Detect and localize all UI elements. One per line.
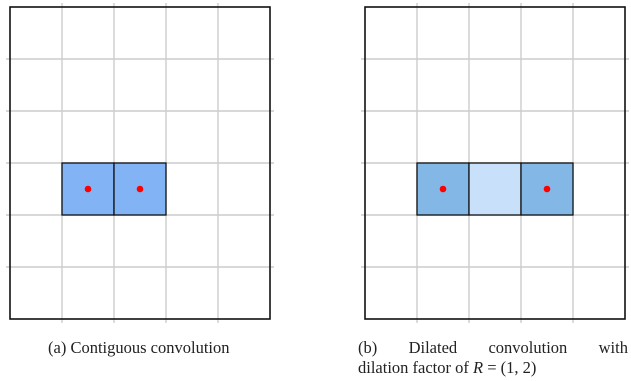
caption-b: (b) Dilated convolution with dilation fa… <box>358 338 628 378</box>
caption-b-prefix: (b) <box>358 338 378 357</box>
caption-b-math-var: R <box>473 358 484 377</box>
panel-b-border <box>364 6 626 320</box>
panel-a-sample-dot <box>136 185 144 193</box>
panel-b-sample-dot <box>439 185 447 193</box>
caption-b-dilation-text: dilation factor of <box>358 358 469 377</box>
caption-a-prefix: (a) <box>48 338 67 357</box>
panel-b-kernel-cell <box>468 162 522 216</box>
caption-b-math-rest: = (1, 2) <box>487 358 537 377</box>
convolution-diagrams <box>6 3 629 323</box>
caption-b-line1: (b) Dilated convolution with <box>358 338 628 358</box>
caption-b-word-convolution: convolution <box>488 338 568 357</box>
panel-a-contiguous-grid <box>6 3 274 323</box>
caption-b-line2: dilation factor of R = (1, 2) <box>358 358 628 378</box>
caption-b-word-with: with <box>598 338 628 357</box>
panel-b-sample-dot <box>543 185 551 193</box>
panel-a-border <box>9 6 271 320</box>
panel-b-dilated-grid <box>361 3 629 323</box>
caption-a: (a) Contiguous convolution <box>48 338 298 358</box>
panel-a-sample-dot <box>84 185 92 193</box>
caption-a-text: Contiguous convolution <box>70 338 230 357</box>
caption-b-word-dilated: Dilated <box>408 338 458 357</box>
